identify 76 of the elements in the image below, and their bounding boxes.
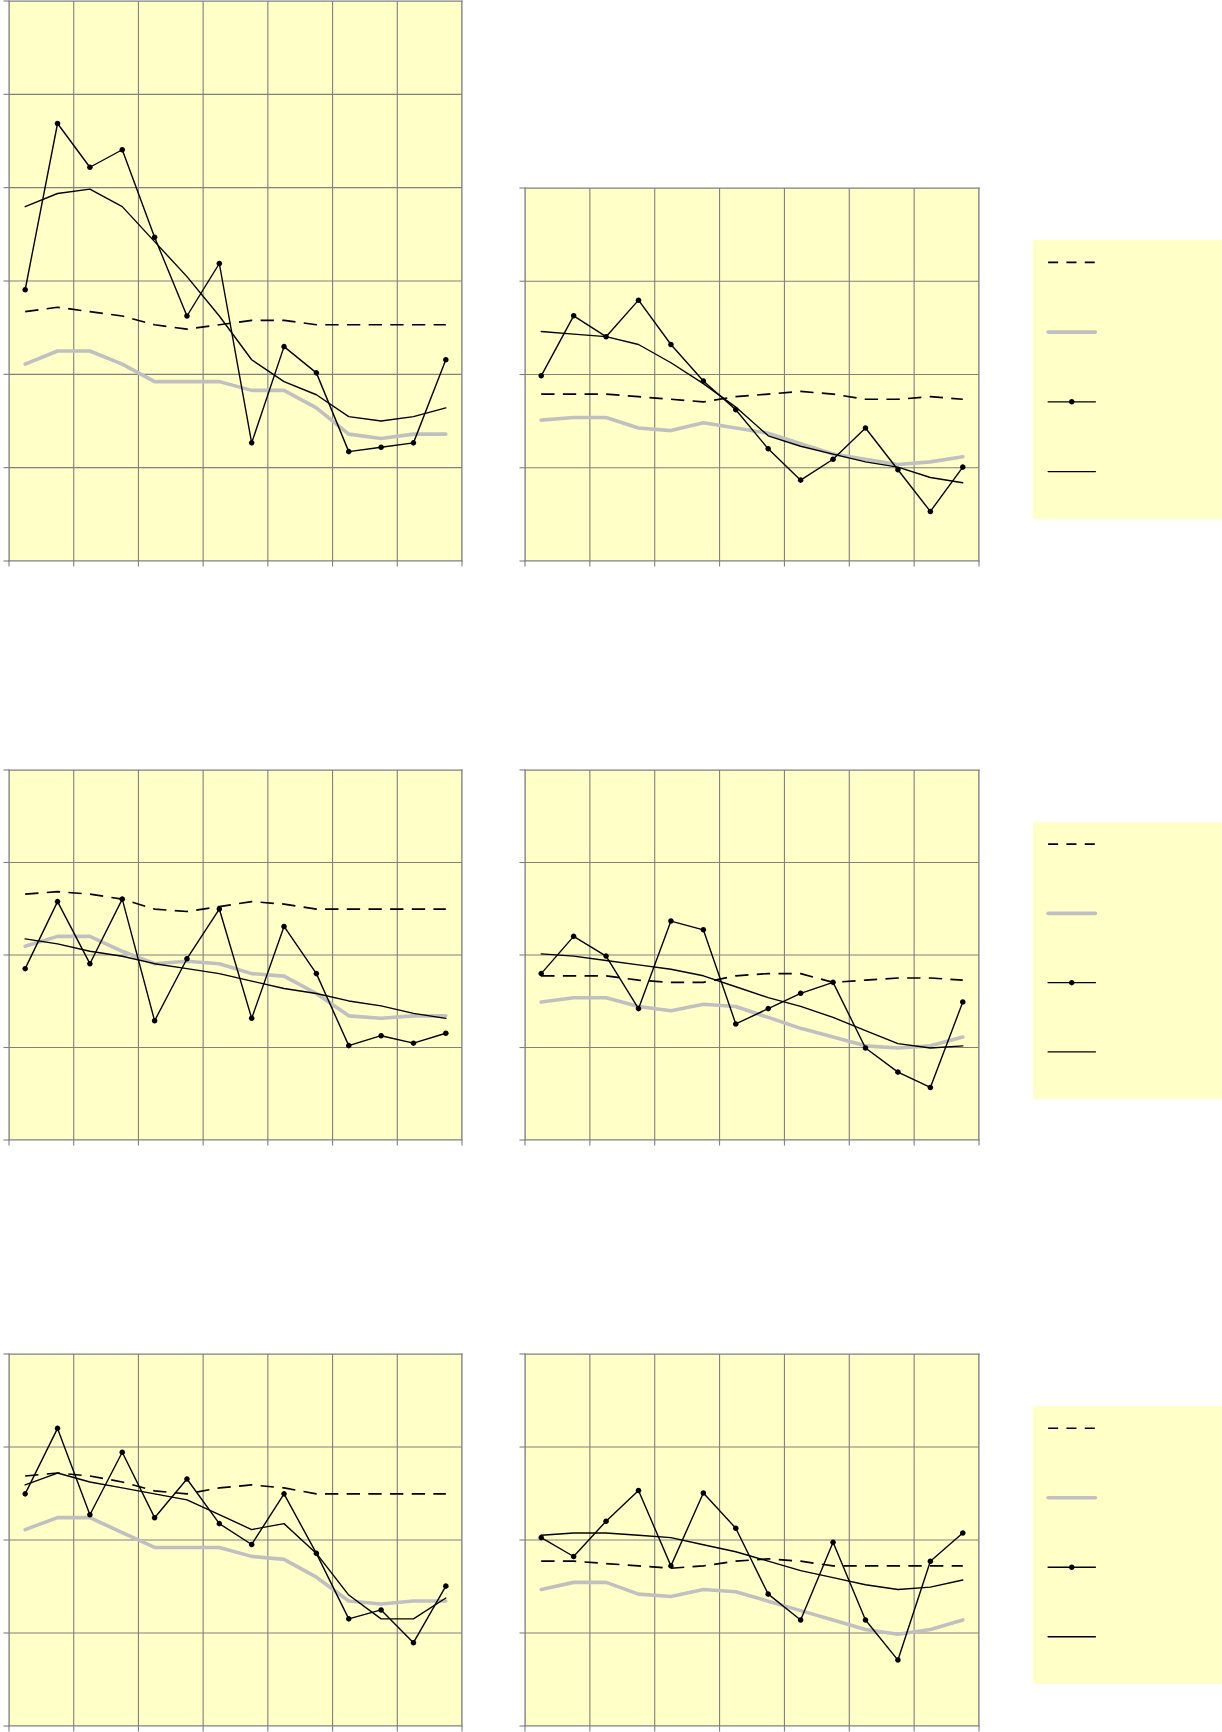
point xyxy=(960,464,966,470)
point xyxy=(797,477,804,483)
point xyxy=(216,260,223,267)
point xyxy=(248,1015,255,1022)
point xyxy=(248,1541,255,1548)
point xyxy=(895,1069,901,1075)
point xyxy=(345,1616,352,1622)
point xyxy=(54,1425,61,1432)
point xyxy=(216,1520,223,1527)
point xyxy=(216,906,223,912)
point xyxy=(281,343,287,350)
point xyxy=(570,933,577,940)
point xyxy=(119,1449,126,1455)
point xyxy=(635,1005,642,1012)
point xyxy=(668,341,674,348)
point xyxy=(184,955,190,962)
point xyxy=(378,1032,384,1039)
point xyxy=(668,1563,674,1569)
point xyxy=(862,425,869,431)
point xyxy=(443,1583,449,1589)
point xyxy=(443,356,449,363)
point xyxy=(184,1476,190,1482)
point xyxy=(119,896,126,902)
point xyxy=(410,440,417,446)
point xyxy=(345,448,352,455)
point xyxy=(151,1018,158,1024)
point xyxy=(862,1617,869,1623)
point xyxy=(87,1511,93,1518)
point xyxy=(830,1539,836,1546)
point xyxy=(345,1042,352,1049)
point xyxy=(830,456,836,463)
point xyxy=(538,373,544,379)
point xyxy=(765,1005,771,1012)
point xyxy=(862,1045,869,1051)
point xyxy=(765,446,771,452)
point xyxy=(22,286,28,293)
point xyxy=(151,1514,158,1521)
point xyxy=(733,1021,739,1027)
point xyxy=(927,1558,934,1564)
point xyxy=(797,990,804,997)
point xyxy=(281,1491,287,1497)
point xyxy=(538,970,544,977)
point xyxy=(733,1525,739,1531)
point xyxy=(410,1040,417,1046)
point xyxy=(570,313,577,319)
point xyxy=(119,146,126,153)
point xyxy=(87,164,93,171)
point xyxy=(895,1657,901,1663)
point xyxy=(443,1030,449,1036)
point xyxy=(797,1617,804,1623)
point xyxy=(54,898,61,905)
point xyxy=(313,370,320,376)
point xyxy=(668,918,674,924)
point xyxy=(184,313,190,319)
point xyxy=(22,1491,28,1497)
point xyxy=(603,1518,609,1524)
point xyxy=(960,999,966,1005)
point xyxy=(378,444,384,451)
point xyxy=(927,508,934,515)
point xyxy=(927,1084,934,1091)
point xyxy=(700,927,707,933)
point xyxy=(87,960,93,967)
point xyxy=(700,1490,707,1496)
point xyxy=(765,1591,771,1597)
point xyxy=(410,1639,417,1646)
point xyxy=(570,1553,577,1560)
point xyxy=(635,297,642,303)
point xyxy=(22,965,28,972)
point xyxy=(151,234,158,241)
point xyxy=(313,970,320,977)
point xyxy=(378,1607,384,1613)
point xyxy=(248,440,255,446)
point xyxy=(281,923,287,930)
point xyxy=(830,979,836,986)
point xyxy=(960,1530,966,1536)
point xyxy=(603,953,609,959)
